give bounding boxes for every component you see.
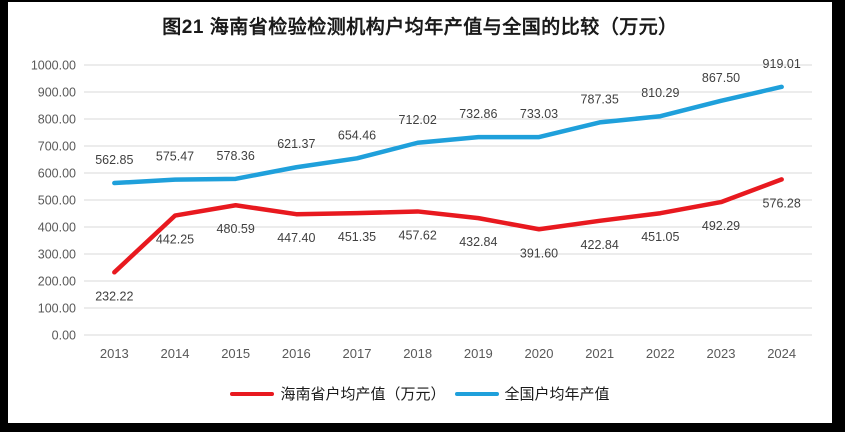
y-axis-tick-label: 1000.00 [31, 59, 76, 73]
legend-item-national: 全国户均年产值 [454, 385, 610, 403]
y-axis-tick-label: 600.00 [38, 167, 76, 181]
data-label-hainan-average-output: 451.05 [641, 230, 679, 244]
data-label-hainan-average-output: 451.35 [338, 230, 376, 244]
x-axis-tick-label: 2019 [464, 346, 493, 361]
data-label-national-average-output: 575.47 [156, 150, 194, 164]
x-axis-tick-label: 2015 [221, 346, 250, 361]
y-axis-tick-label: 200.00 [38, 275, 76, 289]
legend-item-hainan: 海南省户均产值（万元） [230, 385, 446, 403]
x-axis-tick-label: 2018 [403, 346, 432, 361]
x-axis-tick-label: 2017 [343, 346, 372, 361]
data-label-national-average-output: 787.35 [581, 92, 619, 106]
legend-line-swatch-hainan [230, 391, 275, 397]
y-axis-tick-label: 800.00 [38, 113, 76, 127]
x-axis-tick-label: 2024 [767, 346, 796, 361]
data-label-hainan-average-output: 492.29 [702, 219, 740, 233]
x-axis-tick-label: 2022 [646, 346, 675, 361]
series-line-national-average-output [112, 84, 784, 186]
y-axis-tick-label: 300.00 [38, 248, 76, 262]
x-axis-tick-label: 2020 [525, 346, 554, 361]
chart-title: 图21 海南省检验检测机构户均年产值与全国的比较（万元） [162, 17, 678, 38]
series-line-hainan-average-output [112, 177, 784, 275]
x-axis-tick-label: 2016 [282, 346, 311, 361]
x-axis-tick-label: 2013 [100, 346, 129, 361]
data-label-national-average-output: 562.85 [95, 153, 133, 167]
data-label-hainan-average-output: 442.25 [156, 233, 194, 247]
y-axis-tick-label: 0.00 [52, 329, 76, 343]
data-label-hainan-average-output: 432.84 [459, 235, 497, 249]
data-label-national-average-output: 654.46 [338, 128, 376, 142]
data-label-hainan-average-output: 576.28 [763, 196, 801, 210]
legend-line-swatch-national [454, 391, 499, 397]
data-label-hainan-average-output: 457.62 [399, 228, 437, 242]
y-axis-tick-label: 900.00 [38, 86, 76, 100]
data-label-hainan-average-output: 480.59 [217, 222, 255, 236]
y-axis-tick-label: 100.00 [38, 302, 76, 316]
x-axis-tick-label: 2023 [707, 346, 736, 361]
legend-label-hainan: 海南省户均产值（万元） [280, 385, 446, 403]
data-label-hainan-average-output: 447.40 [277, 231, 315, 245]
data-label-national-average-output: 919.01 [763, 57, 801, 71]
line-chart-plot-area: 0.00 100.00 200.00 300.00 400.00 500.00 600.00… [31, 57, 812, 361]
data-label-national-average-output: 810.29 [641, 86, 679, 100]
x-axis-tick-label: 2021 [585, 346, 614, 361]
data-label-national-average-output: 733.03 [520, 107, 558, 121]
data-label-hainan-average-output: 232.22 [95, 289, 133, 303]
data-label-national-average-output: 621.37 [277, 137, 315, 151]
data-label-national-average-output: 578.36 [217, 149, 255, 163]
chart-legend: 海南省户均产值（万元） 全国户均年产值 [8, 384, 832, 404]
chart-canvas: 0.00 100.00 200.00 300.00 400.00 500.00 600.00… [8, 2, 832, 423]
data-label-national-average-output: 732.86 [459, 107, 497, 121]
y-axis-tick-label: 400.00 [38, 221, 76, 235]
data-label-national-average-output: 867.50 [702, 71, 740, 85]
x-axis-tick-label: 2014 [161, 346, 190, 361]
legend-label-national: 全国户均年产值 [504, 385, 610, 403]
data-label-hainan-average-output: 391.60 [520, 246, 558, 260]
y-axis-tick-label: 700.00 [38, 140, 76, 154]
data-label-hainan-average-output: 422.84 [581, 238, 619, 252]
data-label-national-average-output: 712.02 [399, 113, 437, 127]
y-axis-tick-label: 500.00 [38, 194, 76, 208]
